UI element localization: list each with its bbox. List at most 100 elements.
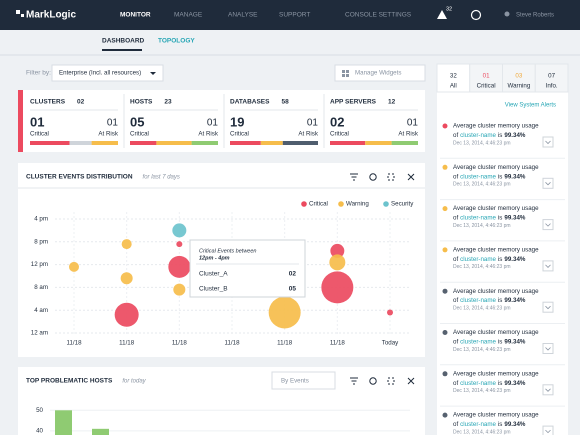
y-tick-label: 12 pm xyxy=(31,261,48,268)
nav-item[interactable]: SUPPORT xyxy=(279,12,310,19)
chart-title: CLUSTER EVENTS DISTRIBUTION xyxy=(26,174,133,181)
bubble[interactable] xyxy=(321,271,354,304)
nav-item[interactable]: MANAGE xyxy=(174,12,203,19)
check-caret xyxy=(545,140,551,145)
alert-checkbox[interactable] xyxy=(542,260,554,272)
alert-checkbox[interactable] xyxy=(542,425,554,435)
bubble[interactable] xyxy=(176,241,183,248)
alert-date: Dec 13, 2014, 4:46:23 pm xyxy=(453,347,511,353)
refresh-icon[interactable] xyxy=(369,173,377,181)
alert-cluster[interactable]: cluster-name xyxy=(460,297,496,304)
alert-checkbox[interactable] xyxy=(542,384,554,396)
card-title: DATABASES xyxy=(230,99,270,106)
tab-label: All xyxy=(450,83,457,90)
sub-nav-item[interactable]: TOPOLOGY xyxy=(158,38,195,45)
bubble[interactable] xyxy=(121,239,132,250)
tooltip-name: Cluster_B xyxy=(199,286,228,293)
bar[interactable] xyxy=(55,410,72,435)
close-icon[interactable] xyxy=(407,377,415,385)
alert-value: 99.34% xyxy=(504,297,525,304)
bubble[interactable] xyxy=(330,243,345,258)
alert-checkbox[interactable] xyxy=(542,219,554,231)
alert-line: of cluster-name is 99.34% xyxy=(453,173,526,180)
alert-dot xyxy=(442,412,448,418)
bubble[interactable] xyxy=(173,283,186,296)
tab[interactable] xyxy=(469,63,503,93)
tab[interactable] xyxy=(436,63,471,93)
y-tick-label: 8 pm xyxy=(34,238,48,245)
alert-text: is xyxy=(498,173,502,180)
legend-swatch xyxy=(338,201,344,207)
status-bar xyxy=(191,141,218,145)
alert-value: 99.34% xyxy=(504,132,525,139)
tab-label: Info. xyxy=(546,83,558,90)
alert-cluster[interactable]: cluster-name xyxy=(460,214,496,221)
expand-icon[interactable] xyxy=(387,377,395,385)
status-bar xyxy=(282,141,318,145)
risk-count: 01 xyxy=(207,118,219,129)
expand-icon[interactable] xyxy=(387,173,395,181)
risk-label: At Risk xyxy=(398,131,419,138)
tab[interactable] xyxy=(534,63,569,93)
status-bar xyxy=(260,141,283,145)
bubble[interactable] xyxy=(69,261,79,272)
chart-subtitle: for last 7 days xyxy=(143,175,180,181)
bubble[interactable] xyxy=(172,223,187,238)
risk-count: 01 xyxy=(407,118,419,129)
alert-text: is xyxy=(498,421,502,428)
manage-button[interactable] xyxy=(334,64,426,82)
alert-checkbox[interactable] xyxy=(542,136,554,148)
card-title: HOSTS xyxy=(130,99,153,106)
alert-icon xyxy=(437,10,447,19)
logo-icon xyxy=(21,14,24,17)
alert-line: of cluster-name is 99.34% xyxy=(453,421,526,428)
logo: MarkLogic xyxy=(26,10,76,21)
alert-text: of xyxy=(453,256,458,263)
critical-label: Critical xyxy=(130,131,149,138)
alert-text: of xyxy=(453,132,458,139)
alert-cluster[interactable]: cluster-name xyxy=(460,338,496,345)
search-box[interactable] xyxy=(271,371,336,390)
bubble[interactable] xyxy=(168,255,191,278)
sub-nav-item[interactable]: DASHBOARD xyxy=(102,38,145,45)
alert-checkbox[interactable] xyxy=(542,177,554,189)
alert-cluster[interactable]: cluster-name xyxy=(460,421,496,428)
nav-item[interactable]: CONSOLE SETTINGS xyxy=(345,12,412,19)
alert-checkbox[interactable] xyxy=(542,301,554,313)
bubble[interactable] xyxy=(329,254,346,271)
alert-line: Average cluster memory usage xyxy=(453,370,539,377)
tab-label: Warning xyxy=(507,83,530,90)
close-icon[interactable] xyxy=(407,173,415,181)
alert-cluster[interactable]: cluster-name xyxy=(460,379,496,386)
check-caret xyxy=(545,182,551,186)
bar[interactable] xyxy=(92,428,109,435)
alert-cluster[interactable]: cluster-name xyxy=(460,256,496,263)
card-total: 23 xyxy=(164,99,172,106)
nav-item[interactable]: MONITOR xyxy=(120,12,151,19)
x-tick-label: 11/18 xyxy=(119,340,135,347)
card-total: 58 xyxy=(281,99,289,106)
risk-count: 01 xyxy=(307,118,319,129)
bubble[interactable] xyxy=(114,302,139,327)
nav-item[interactable]: ANALYSE xyxy=(228,12,258,19)
user-name[interactable]: Steve Roberts xyxy=(516,13,554,19)
tab-count: 03 xyxy=(515,73,522,80)
bubble[interactable] xyxy=(387,309,393,316)
globe-icon[interactable] xyxy=(470,9,482,21)
legend-label: Critical xyxy=(309,201,328,208)
refresh-icon[interactable] xyxy=(369,377,377,385)
alert-cluster[interactable]: cluster-name xyxy=(460,132,496,139)
alert-checkbox[interactable] xyxy=(542,343,554,354)
status-bar xyxy=(365,141,392,145)
alert-line: Average cluster memory usage xyxy=(453,329,539,336)
search-placeholder: By Events xyxy=(281,378,309,385)
filter-icon[interactable] xyxy=(350,377,358,385)
bubble[interactable] xyxy=(268,296,301,329)
alerts-link[interactable]: View System Alerts xyxy=(505,103,556,109)
filter-dropdown[interactable] xyxy=(51,64,164,82)
bubble[interactable] xyxy=(120,272,133,285)
filter-icon[interactable] xyxy=(350,173,358,181)
risk-label: At Risk xyxy=(198,131,219,138)
alert-cluster[interactable]: cluster-name xyxy=(460,173,496,180)
tooltip-title: Critical Events between xyxy=(199,248,256,254)
